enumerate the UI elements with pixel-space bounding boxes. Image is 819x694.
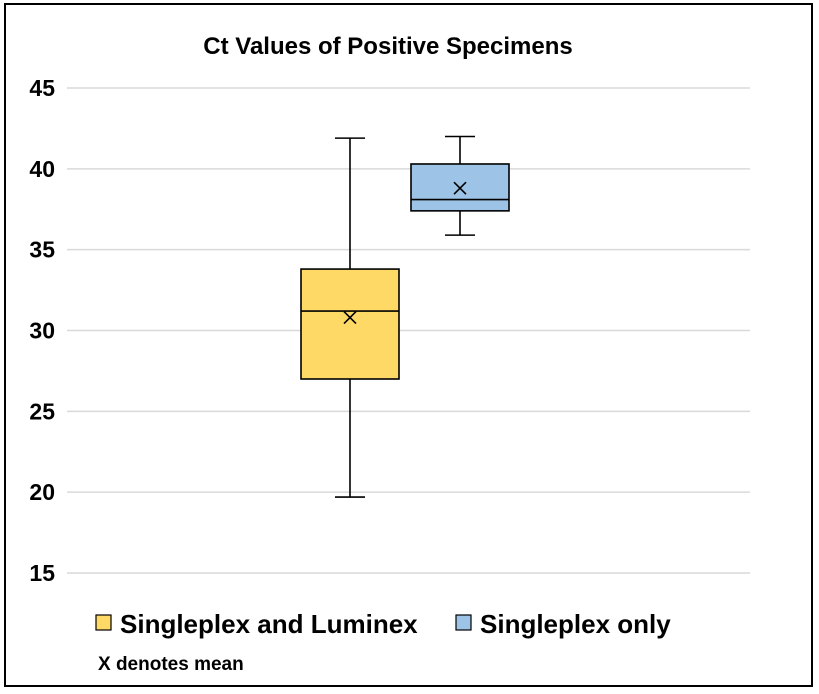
legend: Singleplex and Luminex Singleplex only (95, 609, 671, 639)
y-tick-label-20: 20 (29, 479, 55, 505)
legend-swatch (95, 614, 112, 631)
mean-marker (453, 181, 467, 195)
box-series (300, 135, 510, 498)
y-tick-label-35: 35 (29, 237, 55, 263)
gridlines (67, 87, 750, 574)
y-tick-label-40: 40 (29, 156, 55, 182)
mean-note: X denotes mean (98, 654, 244, 675)
legend-item-2: Singleplex only (455, 609, 671, 639)
legend-label: Singleplex only (480, 609, 671, 639)
y-tick-label-25: 25 (29, 398, 55, 424)
y-axis-tick-labels: 15 20 25 30 35 40 45 (29, 75, 55, 586)
box-1 (300, 137, 400, 498)
y-tick-label-15: 15 (29, 560, 55, 586)
mean-marker (343, 311, 357, 325)
y-tick-label-30: 30 (29, 318, 55, 344)
chart-title: Ct Values of Positive Specimens (203, 33, 572, 60)
legend-swatch (455, 614, 472, 631)
iqr-box (300, 268, 400, 380)
y-tick-label-45: 45 (29, 75, 55, 101)
box-2 (410, 135, 510, 236)
legend-label: Singleplex and Luminex (120, 609, 418, 639)
legend-item-1: Singleplex and Luminex (95, 609, 418, 639)
